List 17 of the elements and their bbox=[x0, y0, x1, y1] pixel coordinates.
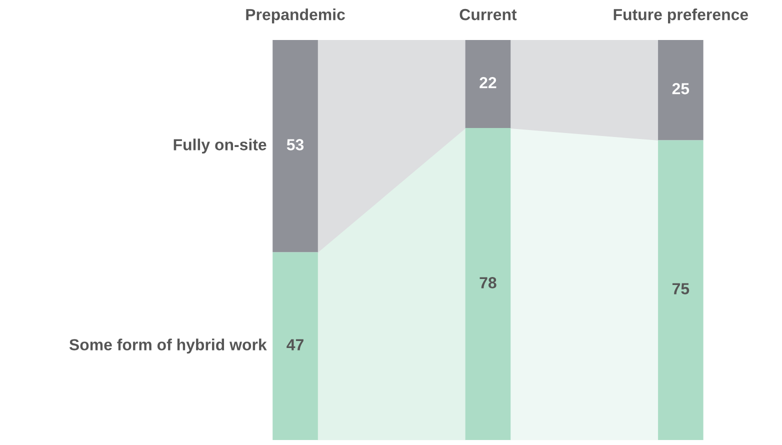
bar bbox=[658, 40, 704, 140]
x-tick-label: Prepandemic bbox=[246, 8, 345, 24]
x-tick-label: Future preference bbox=[614, 8, 748, 24]
data-label: 47 bbox=[286, 339, 304, 350]
data-label: 25 bbox=[672, 83, 690, 94]
data-label: 75 bbox=[672, 283, 690, 294]
bar bbox=[465, 40, 511, 128]
bar bbox=[658, 140, 704, 440]
bar bbox=[272, 252, 318, 440]
x-tick-label: Current bbox=[460, 8, 517, 20]
data-label: 53 bbox=[286, 139, 304, 150]
bar bbox=[465, 128, 511, 440]
series-label: Fully on-site bbox=[174, 138, 266, 154]
data-label: 22 bbox=[480, 77, 496, 88]
bar bbox=[272, 40, 318, 252]
data-label: 78 bbox=[480, 277, 496, 288]
series-label: Some form of hybrid work bbox=[69, 338, 267, 354]
